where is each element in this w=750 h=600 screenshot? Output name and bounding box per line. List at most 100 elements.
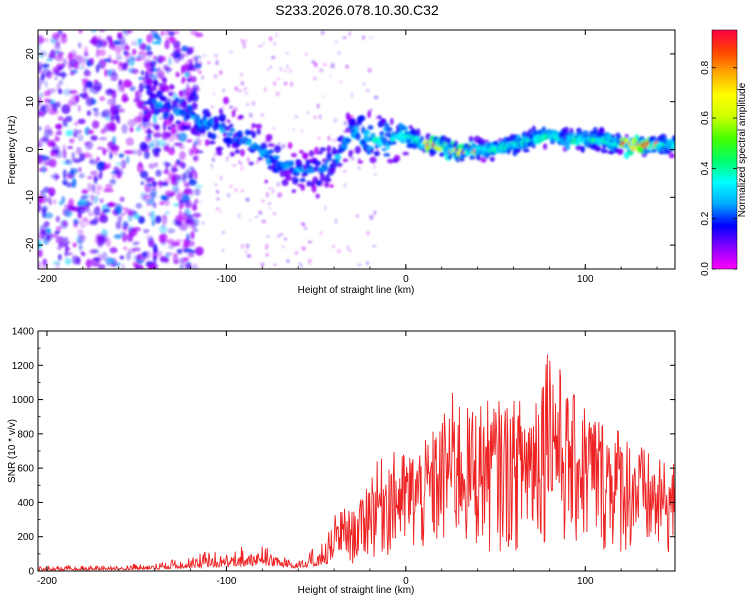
heatmap-cell (42, 165, 46, 174)
heatmap-cell (175, 239, 183, 243)
heatmap-cell (580, 145, 586, 153)
heatmap-cell (367, 125, 374, 130)
heatmap-cell (447, 155, 452, 160)
heatmap-cell (366, 88, 370, 93)
heatmap-cell (245, 243, 250, 249)
heatmap-cell (172, 164, 177, 173)
heatmap-cell (78, 30, 83, 34)
heatmap-cell (117, 215, 123, 223)
heatmap-cell (244, 250, 248, 253)
heatmap-cell (672, 142, 675, 150)
heatmap-cell (38, 157, 42, 164)
heatmap-cell (123, 61, 129, 71)
heatmap-y-label: Frequency (Hz) (7, 116, 18, 185)
heatmap-cell (109, 179, 117, 185)
heatmap-cell (313, 62, 318, 68)
heatmap-cell (54, 50, 60, 54)
snr-y-tick-label: 200 (17, 532, 34, 543)
heatmap-cell (181, 212, 188, 221)
heatmap-cell (73, 158, 82, 163)
heatmap-cell (151, 219, 156, 227)
heatmap-cell (173, 260, 179, 264)
heatmap-cell (191, 203, 198, 212)
heatmap-cell (164, 190, 174, 197)
heatmap-cell (213, 74, 218, 79)
heatmap-cell (192, 212, 202, 218)
heatmap-cell (57, 116, 64, 121)
heatmap-cell (324, 177, 332, 183)
heatmap-cell (226, 119, 231, 123)
heatmap-cell (128, 211, 133, 216)
heatmap-cell (44, 98, 51, 104)
heatmap-cell (284, 237, 287, 241)
heatmap-cell (112, 40, 122, 46)
heatmap-cell (320, 30, 325, 35)
heatmap-cell (165, 131, 172, 138)
heatmap-cell (136, 259, 144, 264)
heatmap-cell (50, 174, 57, 180)
heatmap-cell (124, 44, 130, 51)
heatmap-cell (167, 171, 177, 178)
heatmap-cell (234, 188, 238, 193)
heatmap-cell (324, 181, 329, 188)
heatmap-cell (279, 233, 284, 236)
heatmap-cell (251, 101, 256, 106)
heatmap-cell (167, 125, 172, 131)
heatmap-cell (271, 189, 275, 194)
heatmap-cell (179, 265, 184, 269)
heatmap-cell (362, 82, 365, 86)
heatmap-cell (624, 134, 629, 139)
heatmap-cell (287, 142, 293, 149)
heatmap-cell (123, 150, 133, 155)
heatmap-cell (238, 89, 242, 93)
heatmap-cell (198, 60, 202, 66)
heatmap-x-axis: -200 -100 0 100 (37, 30, 658, 285)
heatmap-cell (468, 136, 474, 142)
heatmap-cell (194, 198, 199, 204)
heatmap-cell (408, 125, 413, 130)
heatmap-cell (47, 196, 52, 201)
heatmap-cell (71, 178, 77, 188)
heatmap-cell (126, 155, 130, 165)
heatmap-cell (115, 221, 122, 230)
heatmap-cell (78, 198, 87, 207)
heatmap-cell (186, 48, 193, 55)
heatmap-cell (164, 85, 170, 92)
heatmap-cell (248, 138, 252, 146)
heatmap-cell (279, 67, 283, 72)
heatmap-cell (191, 111, 196, 116)
heatmap-cell (369, 148, 374, 154)
snr-x-tick-label: -100 (216, 576, 236, 587)
heatmap-cell (357, 166, 361, 170)
heatmap-cell (362, 35, 366, 40)
heatmap-cell (335, 163, 343, 167)
heatmap-cell (73, 121, 79, 127)
heatmap-cell (138, 111, 145, 121)
heatmap-cell (38, 249, 43, 258)
heatmap-cell (307, 259, 312, 263)
heatmap-cell (169, 53, 176, 57)
heatmap-cell (56, 124, 62, 130)
heatmap-cell (195, 184, 203, 189)
heatmap-x-tick-label: 0 (403, 274, 409, 285)
heatmap-cell (264, 179, 269, 184)
heatmap-cell (163, 145, 170, 152)
snr-x-axis: -200 -100 0 100 (37, 331, 658, 587)
heatmap-cell (244, 91, 248, 95)
heatmap-cell (114, 162, 124, 166)
heatmap-cell (178, 145, 185, 149)
heatmap-cell (273, 212, 276, 215)
heatmap-cell (74, 54, 83, 64)
heatmap-cell (152, 98, 157, 104)
heatmap-cell (381, 147, 387, 152)
heatmap-cell (72, 128, 79, 138)
heatmap-cell (286, 259, 290, 263)
heatmap-cell (111, 209, 119, 215)
heatmap-cell (93, 216, 98, 225)
heatmap-cell (109, 152, 113, 160)
heatmap-cell (200, 127, 206, 134)
heatmap-cell (256, 159, 259, 164)
heatmap-cell (61, 196, 66, 204)
heatmap-cell (202, 133, 206, 138)
